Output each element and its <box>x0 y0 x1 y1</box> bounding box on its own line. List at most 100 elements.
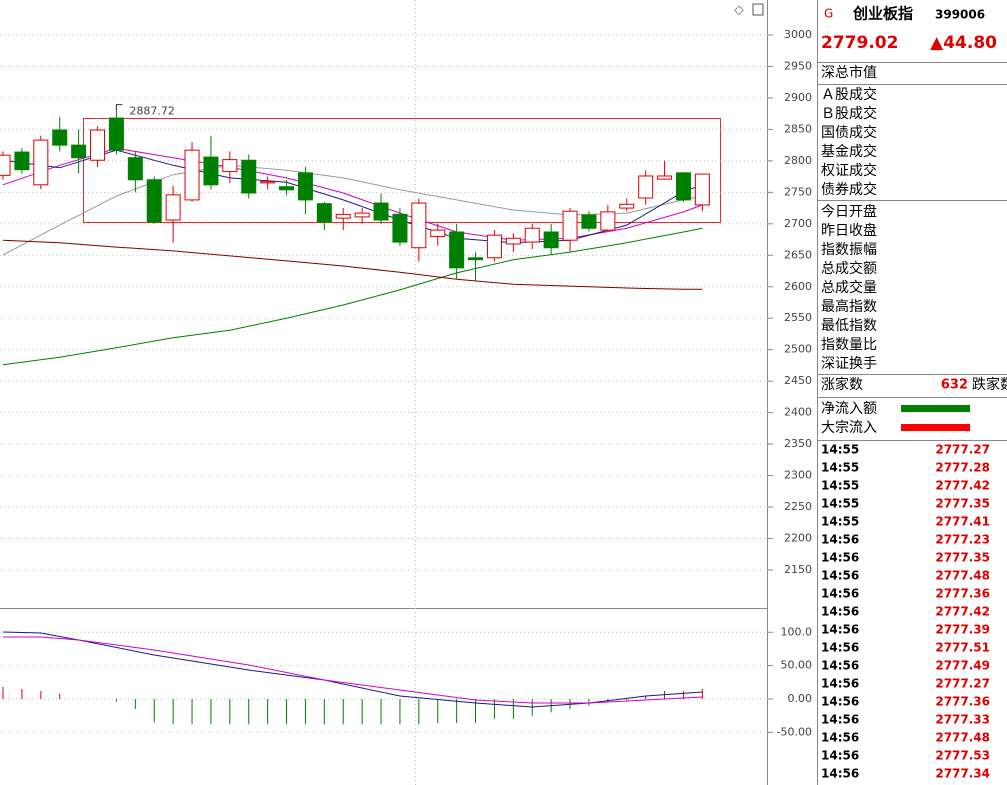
tick-price: 2777.27 <box>935 443 990 457</box>
tick-price: 2777.35 <box>935 497 990 511</box>
candle-body <box>411 202 427 249</box>
tick-price: 2777.27 <box>935 677 990 691</box>
candle-body <box>297 172 313 201</box>
candle-body <box>392 213 408 243</box>
y-tick-label: 2350 <box>784 437 812 450</box>
tick-time: 14:56 <box>821 713 859 727</box>
field-label: 指数量比 <box>821 337 877 353</box>
advance-label: 涨家数 <box>821 376 863 393</box>
candle-body <box>241 159 257 194</box>
diamond-icon[interactable]: ◇ <box>734 3 744 17</box>
y-tick-label: 2300 <box>784 469 812 482</box>
tick-price: 2777.36 <box>935 695 990 709</box>
y-tick-label: 100.0 <box>781 625 813 638</box>
tick-price: 2777.49 <box>935 659 990 673</box>
indicator-line <box>3 636 703 704</box>
candle-body <box>203 156 219 186</box>
flow-label: 大宗流入 <box>821 420 877 436</box>
field-label: 今日开盘 <box>821 203 877 220</box>
y-tick-label: 2250 <box>784 500 812 513</box>
candle-body <box>108 117 124 151</box>
candle-body <box>90 129 106 161</box>
tick-price: 2777.48 <box>935 731 990 745</box>
y-tick-label: 50.00 <box>781 659 813 672</box>
y-tick-label: 2500 <box>784 343 812 356</box>
y-tick-label: 2700 <box>784 217 812 230</box>
annotation-arrow <box>115 104 123 110</box>
moving-average <box>2 239 703 290</box>
candle-body <box>619 203 635 209</box>
tick-time: 14:56 <box>821 551 859 565</box>
field-label: Ａ股成交 <box>821 86 877 103</box>
y-tick-label: 2650 <box>784 248 812 261</box>
y-tick-label: 2400 <box>784 406 812 419</box>
tick-time: 14:56 <box>821 767 859 781</box>
indicator-chart: 100.0 50.00 0.00 -50.00 <box>0 625 812 738</box>
field-label: 深总市值 <box>821 64 877 81</box>
y-tick-label: 2800 <box>784 154 812 167</box>
tick-time: 14:56 <box>821 587 859 601</box>
tick-price: 2777.34 <box>935 767 990 781</box>
tick-price: 2777.48 <box>935 569 990 583</box>
candle-body <box>0 154 11 176</box>
candle-body <box>638 175 654 199</box>
index-code: 399006 <box>935 8 985 22</box>
candle-body <box>543 231 559 249</box>
field-label: 权证成交 <box>821 162 877 179</box>
field-label: 深证换手 <box>821 355 877 372</box>
advance-count: 632 <box>941 378 968 393</box>
change: ▲44.80 <box>930 33 997 53</box>
field-label: 指数振幅 <box>821 242 877 258</box>
index-name: 创业板指 <box>852 5 913 23</box>
tick-time: 14:56 <box>821 695 859 709</box>
tick-price: 2777.53 <box>935 749 990 763</box>
field-label: 总成交量 <box>821 279 877 296</box>
tick-time: 14:55 <box>821 461 859 475</box>
field-label: 国债成交 <box>821 124 877 141</box>
candle-body <box>694 173 710 206</box>
candle-body <box>468 257 484 261</box>
moving-average <box>2 147 703 241</box>
candle-body <box>146 179 162 223</box>
tick-price: 2777.33 <box>935 713 990 727</box>
candle-body <box>335 213 351 219</box>
y-tick-label: 0.00 <box>788 692 813 705</box>
candle-body <box>675 172 691 201</box>
candle-body <box>52 129 68 146</box>
y-tick-label: 2600 <box>784 280 812 293</box>
candle-body <box>165 194 181 221</box>
candle-body <box>373 202 389 221</box>
candle-body <box>505 237 521 245</box>
window-icon[interactable] <box>752 3 764 16</box>
price: 2779.02 <box>821 33 898 53</box>
tick-price: 2777.42 <box>935 479 990 493</box>
tick-time: 14:56 <box>821 569 859 583</box>
candle-body <box>127 157 143 181</box>
moving-average <box>2 227 703 366</box>
field-label: 基金成交 <box>821 143 877 160</box>
candle-body <box>71 144 87 159</box>
tick-time: 14:56 <box>821 623 859 637</box>
market-tag: G <box>824 7 833 21</box>
y-tick-label: -50.00 <box>777 725 812 738</box>
candle-body <box>449 231 465 269</box>
tick-price: 2777.39 <box>935 623 990 637</box>
y-tick-label: 2950 <box>784 59 812 72</box>
field-label: 昨日收盘 <box>821 222 877 239</box>
tick-time: 14:55 <box>821 443 859 457</box>
tick-time: 14:56 <box>821 749 859 763</box>
tick-price: 2777.51 <box>935 641 990 655</box>
candle-body <box>354 212 370 218</box>
flow-bar <box>901 405 970 412</box>
field-label: 最高指数 <box>821 298 877 315</box>
tick-price: 2777.41 <box>935 515 990 529</box>
quote-panel: G 创业板指 399006 2779.02 ▲44.80 深总市值 Ａ股成交 Ｂ股成交国债成交… <box>818 5 1007 781</box>
annotation-label: 2887.72 <box>129 105 175 118</box>
decline-label: 跌家数 <box>972 376 1007 393</box>
candle-body <box>316 203 332 223</box>
candle-body <box>222 159 238 173</box>
indicator-line <box>2 631 703 708</box>
y-tick-label: 2150 <box>784 563 812 576</box>
